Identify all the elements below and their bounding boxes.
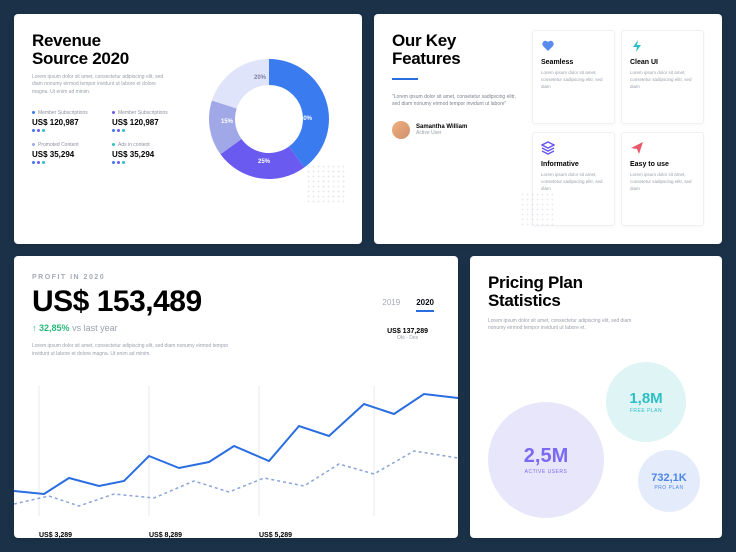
quarter-label: US$ 8,289Apr - Jun [149, 532, 182, 538]
stat-item: Member Subscriptions US$ 120,987 [112, 110, 192, 132]
dot-grid-decoration [520, 192, 556, 228]
profit-subhead: PROFIT IN 2020 [32, 274, 440, 281]
avatar [392, 121, 410, 139]
revenue-stats: Member Subscriptions US$ 120,987 Member … [32, 110, 192, 174]
bubble: 732,1KPRO PLAN [638, 450, 700, 512]
revenue-card: RevenueSource 2020 Lorem ipsum dolor sit… [14, 14, 362, 244]
donut-slice-label: 20% [254, 75, 266, 81]
lightning-icon [630, 39, 644, 53]
revenue-desc: Lorem ipsum dolor sit amet, consectetur … [32, 74, 172, 97]
year-tab[interactable]: 2020 [416, 298, 434, 312]
year-tabs: 2019 2020 [382, 298, 434, 312]
year-tab[interactable]: 2019 [382, 298, 400, 312]
profit-line-chart [14, 386, 458, 516]
feature-desc: Lorem ipsum dolor sit amet, consetetur s… [630, 70, 695, 90]
chart-callout: US$ 137,289 Okt - Des [387, 328, 428, 341]
feature-card: Seamless Lorem ipsum dolor sit amet, con… [532, 30, 615, 124]
stat-item: Promoted Content US$ 35,294 [32, 142, 112, 164]
quarter-label: US$ 5,289Jul - Sep [259, 532, 292, 538]
bubble: 2,5MACTIVE USERS [488, 402, 604, 518]
feature-card: Clean UI Lorem ipsum dolor sit amet, con… [621, 30, 704, 124]
feature-desc: Lorem ipsum dolor sit amet, consetetur s… [541, 172, 606, 192]
feature-card: Easy to use Lorem ipsum dolor sit amet, … [621, 132, 704, 226]
features-card: Our KeyFeatures "Lorem ipsum dolor sit a… [374, 14, 722, 244]
donut-slice-label: 15% [221, 119, 233, 125]
donut-slice-label: 25% [258, 159, 270, 165]
pricing-title: Pricing PlanStatistics [488, 274, 704, 310]
send-icon [630, 141, 644, 155]
heart-icon [541, 39, 555, 53]
quarter-label: US$ 3,289Jan - Mar [39, 532, 72, 538]
feature-grid: Seamless Lorem ipsum dolor sit amet, con… [532, 30, 708, 228]
bubble: 1,8MFREE PLAN [606, 362, 686, 442]
feature-title: Clean UI [630, 59, 695, 66]
stat-item: Ads in content US$ 35,294 [112, 142, 192, 164]
profit-value: US$ 153,489 [32, 285, 440, 319]
pricing-desc: Lorem ipsum dolor sit amet, consectetur … [488, 318, 648, 333]
pricing-card: Pricing PlanStatistics Lorem ipsum dolor… [470, 256, 722, 538]
feature-title: Seamless [541, 59, 606, 66]
donut-slice-label: 40% [300, 116, 312, 122]
bubble-chart: 2,5MACTIVE USERS1,8MFREE PLAN 732,1KPRO P… [470, 356, 722, 526]
stack-icon [541, 141, 555, 155]
feature-title: Informative [541, 161, 606, 168]
person-role: Active User [416, 130, 467, 136]
feature-desc: Lorem ipsum dolor sit amet, consetetur s… [630, 172, 695, 192]
feature-title: Easy to use [630, 161, 695, 168]
profit-delta: ↑ 32,85% vs last year [32, 323, 440, 333]
person-name: Samantha William [416, 124, 467, 130]
dot-grid-decoration [306, 164, 346, 204]
profit-desc: Lorem ipsum dolor sit amet, consectetur … [32, 343, 232, 358]
testimonial-quote: "Lorem ipsum dolor sit amet, consetetur … [392, 94, 522, 109]
profit-card: PROFIT IN 2020 US$ 153,489 ↑ 32,85% vs l… [14, 256, 458, 538]
feature-desc: Lorem ipsum dolor sit amet, consetetur s… [541, 70, 606, 90]
arrow-up-icon: ↑ [32, 323, 37, 333]
title-underline [392, 78, 418, 80]
stat-item: Member Subscriptions US$ 120,987 [32, 110, 112, 132]
